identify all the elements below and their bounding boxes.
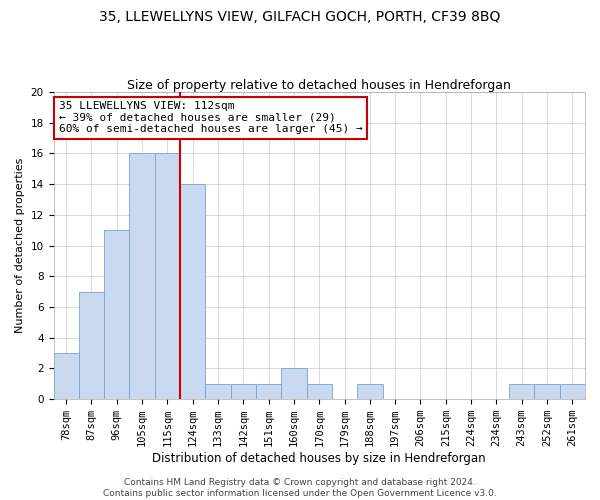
Bar: [560, 384, 585, 399]
Bar: [53, 353, 79, 399]
Y-axis label: Number of detached properties: Number of detached properties: [15, 158, 25, 334]
Bar: [104, 230, 130, 399]
Bar: [130, 154, 155, 399]
Text: 35, LLEWELLYNS VIEW, GILFACH GOCH, PORTH, CF39 8BQ: 35, LLEWELLYNS VIEW, GILFACH GOCH, PORTH…: [100, 10, 500, 24]
Bar: [79, 292, 104, 399]
Bar: [357, 384, 383, 399]
Bar: [307, 384, 332, 399]
Bar: [205, 384, 230, 399]
Bar: [155, 154, 180, 399]
Text: 35 LLEWELLYNS VIEW: 112sqm
← 39% of detached houses are smaller (29)
60% of semi: 35 LLEWELLYNS VIEW: 112sqm ← 39% of deta…: [59, 101, 362, 134]
Title: Size of property relative to detached houses in Hendreforgan: Size of property relative to detached ho…: [127, 79, 511, 92]
Bar: [281, 368, 307, 399]
X-axis label: Distribution of detached houses by size in Hendreforgan: Distribution of detached houses by size …: [152, 452, 486, 465]
Bar: [230, 384, 256, 399]
Bar: [509, 384, 535, 399]
Bar: [256, 384, 281, 399]
Bar: [535, 384, 560, 399]
Text: Contains HM Land Registry data © Crown copyright and database right 2024.
Contai: Contains HM Land Registry data © Crown c…: [103, 478, 497, 498]
Bar: [180, 184, 205, 399]
